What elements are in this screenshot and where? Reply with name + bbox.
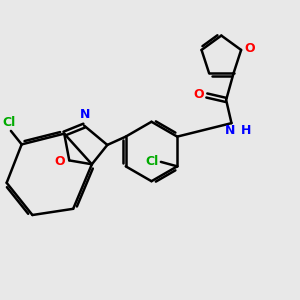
Text: Cl: Cl	[145, 155, 158, 168]
Text: N: N	[225, 124, 235, 137]
Text: O: O	[244, 42, 255, 55]
Text: Cl: Cl	[3, 116, 16, 128]
Text: O: O	[193, 88, 204, 100]
Text: H: H	[240, 124, 251, 137]
Text: O: O	[55, 155, 65, 168]
Text: N: N	[80, 109, 90, 122]
